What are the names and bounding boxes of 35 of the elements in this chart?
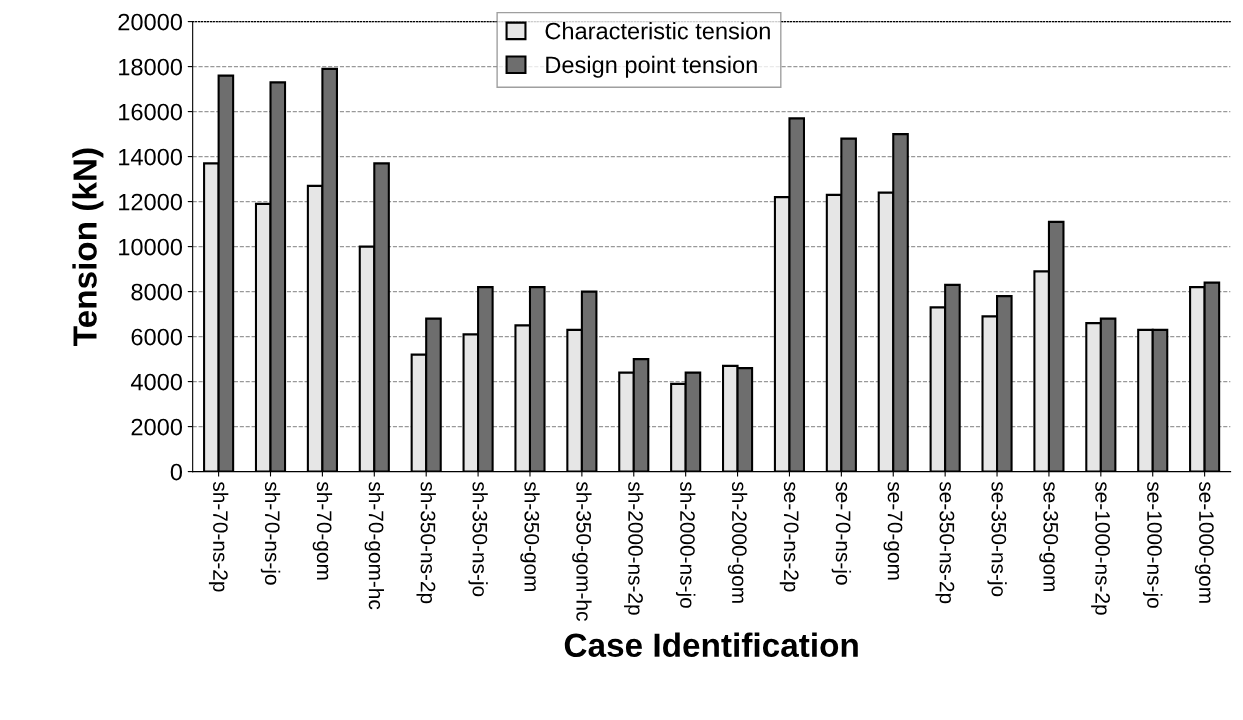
- x-tick-label: sh-350-gom-hc: [572, 481, 592, 621]
- x-tick-label: sh-2000-ns-2p: [624, 481, 644, 615]
- x-tick-label: sh-70-ns-jo: [260, 481, 281, 585]
- x-tick-label: sh-350-ns-2p: [416, 481, 436, 604]
- y-tick-label: 20000: [118, 13, 183, 31]
- legend-label: Design point tension: [546, 55, 757, 78]
- y-tick-label: 0: [170, 463, 183, 481]
- x-axis-title: Case Identification: [564, 632, 858, 658]
- y-tick-label: 12000: [119, 193, 183, 211]
- y-tick-label: 4000: [130, 373, 183, 391]
- x-tick-label: sh-70-gom-hc: [364, 481, 385, 610]
- x-tick-label: se-70-ns-jo: [831, 481, 852, 585]
- y-axis-title: Tension (kN): [72, 148, 104, 346]
- legend-label: Characteristic tension: [545, 22, 770, 40]
- y-tick-label: 16000: [119, 103, 183, 121]
- x-tick-label: se-350-ns-jo: [987, 481, 1007, 597]
- x-tick-label: se-350-ns-2p: [935, 481, 955, 604]
- x-tick-label: sh-70-gom: [312, 481, 333, 580]
- x-tick-label: se-350-gom: [1039, 481, 1059, 592]
- x-tick-label: sh-70-ns-2p: [208, 481, 229, 592]
- x-tick-label: sh-350-ns-jo: [468, 481, 488, 597]
- x-tick-label: sh-2000-ns-jo: [675, 481, 696, 608]
- y-tick-label: 14000: [119, 148, 183, 166]
- x-tick-label: sh-2000-gom: [727, 481, 748, 603]
- y-tick-label: 2000: [131, 418, 183, 436]
- y-tick-label: 8000: [131, 283, 183, 301]
- x-tick-label: se-1000-gom: [1194, 481, 1214, 603]
- x-tick-label: se-1000-ns-2p: [1091, 481, 1110, 615]
- x-tick-label: sh-350-gom: [520, 481, 540, 592]
- y-tick-label: 6000: [131, 328, 183, 346]
- x-tick-label: se-70-gom: [883, 481, 903, 580]
- x-tick-label: se-70-ns-2p: [779, 481, 799, 592]
- y-tick-label: 18000: [119, 58, 183, 76]
- x-tick-label: se-1000-ns-jo: [1143, 481, 1163, 608]
- y-tick-label: 10000: [119, 238, 183, 256]
